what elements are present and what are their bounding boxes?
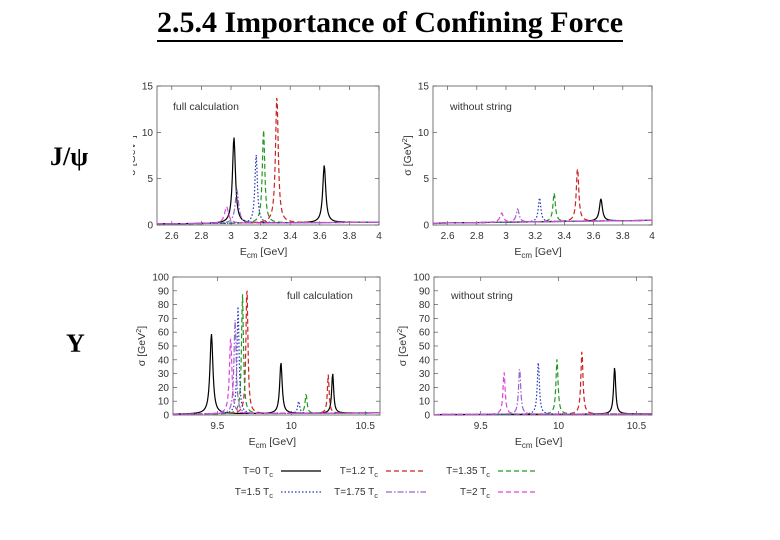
upsilon-nostring-series-3 bbox=[434, 362, 652, 416]
legend-label-1: T=1.2 Tc bbox=[340, 466, 379, 479]
upsilon-full-ytick-label: 100 bbox=[152, 273, 169, 284]
jpsi-nostring-xtick-label: 3 bbox=[503, 231, 509, 242]
jpsi-nostring-title: without string bbox=[449, 101, 512, 113]
jpsi-full-xlabel: Ecm [GeV] bbox=[240, 246, 288, 260]
upsilon-full-ylabel: σ [GeV2] bbox=[134, 326, 148, 367]
upsilon-full-xtick-label: 10 bbox=[286, 421, 298, 432]
upsilon-nostring-series-0 bbox=[433, 367, 652, 416]
upsilon-full-xtick-label: 9.5 bbox=[210, 421, 224, 432]
jpsi-full-xtick-label: 2.6 bbox=[165, 231, 179, 242]
upsilon-nostring-xtick-label: 9.5 bbox=[474, 421, 488, 432]
upsilon-nostring-series-5 bbox=[434, 372, 652, 416]
upsilon-full-series-2 bbox=[172, 294, 380, 415]
jpsi-nostring-series-3 bbox=[432, 197, 653, 224]
jpsi-full-ytick-label: 10 bbox=[142, 128, 154, 139]
upsilon-nostring-ytick-label: 70 bbox=[419, 314, 431, 325]
row-label-jpsi: J/ψ bbox=[50, 142, 89, 171]
upsilon-nostring-ytick-label: 30 bbox=[419, 369, 431, 380]
jpsi-full-frame bbox=[156, 85, 380, 226]
jpsi-nostring-xlabel: Ecm [GeV] bbox=[514, 246, 562, 260]
jpsi-nostring-ytick-label: 0 bbox=[423, 221, 429, 232]
jpsi-nostring-xtick-label: 2.8 bbox=[470, 231, 484, 242]
legend-label-2: T=1.35 Tc bbox=[446, 466, 490, 479]
upsilon-full-ytick-label: 50 bbox=[158, 342, 170, 353]
upsilon-full-ytick-label: 90 bbox=[158, 286, 170, 297]
jpsi-nostring-xtick-label: 4 bbox=[649, 231, 655, 242]
upsilon-full-ytick-label: 20 bbox=[158, 383, 170, 394]
jpsi-nostring-xtick-label: 3.2 bbox=[528, 231, 542, 242]
upsilon-nostring-xlabel: Ecm [GeV] bbox=[515, 436, 563, 450]
figure: 0 5 10 15 2.6 2.8 3 3.2 3.4 3.6 3.8 4 Ecm [GeV] σ [Ge… bbox=[133, 82, 655, 501]
jpsi-nostring-frame bbox=[432, 85, 653, 226]
jpsi-full-xtick-label: 3.4 bbox=[283, 231, 297, 242]
upsilon-nostring-ytick-label: 40 bbox=[419, 355, 431, 366]
jpsi-nostring-ytick-label: 5 bbox=[423, 174, 429, 185]
jpsi-nostring-xtick-label: 3.6 bbox=[587, 231, 601, 242]
jpsi-full-title: full calculation bbox=[173, 101, 239, 113]
legend-label-4: T=1.75 Tc bbox=[334, 487, 378, 500]
jpsi-nostring-xtick-label: 3.4 bbox=[557, 231, 571, 242]
jpsi-nostring-ytick-label: 10 bbox=[418, 128, 430, 139]
jpsi-nostring-series-5 bbox=[432, 212, 653, 224]
upsilon-nostring-ytick-label: 10 bbox=[419, 397, 431, 408]
jpsi-full-xtick-label: 3.2 bbox=[254, 231, 268, 242]
upsilon-full-ytick-label: 10 bbox=[158, 397, 170, 408]
upsilon-nostring-xtick-label: 10.5 bbox=[627, 421, 647, 432]
jpsi-full-xtick-label: 3 bbox=[228, 231, 234, 242]
upsilon-nostring-series-2 bbox=[434, 359, 652, 416]
jpsi-nostring-ytick-label: 15 bbox=[418, 82, 430, 93]
upsilon-full-xtick-label: 10.5 bbox=[355, 421, 375, 432]
jpsi-nostring-xtick-label: 2.6 bbox=[441, 231, 455, 242]
upsilon-nostring-series-1 bbox=[434, 351, 652, 416]
legend-label-5: T=2 Tc bbox=[460, 487, 490, 500]
jpsi-full-series-1 bbox=[157, 97, 379, 225]
jpsi-nostring-ylabel: σ [GeV2] bbox=[400, 135, 414, 176]
jpsi-full-series-2 bbox=[157, 130, 380, 225]
upsilon-nostring-series-4 bbox=[434, 369, 652, 416]
upsilon-nostring-ytick-label: 0 bbox=[424, 411, 430, 422]
jpsi-full-series-0 bbox=[156, 137, 379, 225]
upsilon-nostring-ytick-label: 20 bbox=[419, 383, 431, 394]
upsilon-nostring-ytick-label: 100 bbox=[413, 273, 430, 284]
upsilon-nostring-ytick-label: 90 bbox=[419, 286, 431, 297]
upsilon-nostring-xtick-label: 10 bbox=[553, 421, 565, 432]
jpsi-nostring-series-0 bbox=[433, 198, 653, 224]
upsilon-full-ytick-label: 40 bbox=[158, 355, 170, 366]
upsilon-full-ytick-label: 70 bbox=[158, 314, 170, 325]
legend-label-3: T=1.5 Tc bbox=[235, 487, 274, 500]
upsilon-full-series-5 bbox=[173, 338, 381, 415]
jpsi-full-xtick-label: 3.8 bbox=[342, 231, 356, 242]
jpsi-full-ylabel: σ [GeV2] bbox=[133, 135, 138, 176]
row-label-upsilon: Υ bbox=[66, 329, 85, 358]
upsilon-full-series-1 bbox=[172, 290, 381, 415]
jpsi-full-series-5 bbox=[156, 205, 379, 225]
upsilon-full-series-3 bbox=[172, 306, 380, 415]
upsilon-nostring-ylabel: σ [GeV2] bbox=[395, 326, 409, 367]
slide-title: 2.5.4 Importance of Confining Force bbox=[0, 6, 780, 42]
slide-title-text: 2.5.4 Importance of Confining Force bbox=[156, 6, 624, 42]
upsilon-full-ytick-label: 30 bbox=[158, 369, 170, 380]
jpsi-full-xtick-label: 4 bbox=[376, 231, 382, 242]
upsilon-full-series-4 bbox=[172, 319, 381, 415]
upsilon-nostring-ytick-label: 60 bbox=[419, 328, 431, 339]
jpsi-full-ytick-label: 0 bbox=[147, 221, 153, 232]
jpsi-full-ytick-label: 15 bbox=[142, 82, 154, 93]
jpsi-nostring-series-1 bbox=[432, 168, 652, 224]
jpsi-full-xtick-label: 2.8 bbox=[194, 231, 208, 242]
jpsi-full-series-4 bbox=[156, 189, 380, 225]
jpsi-nostring-series-2 bbox=[432, 192, 653, 224]
jpsi-full-ytick-label: 5 bbox=[147, 174, 153, 185]
upsilon-full-ytick-label: 0 bbox=[163, 411, 169, 422]
upsilon-nostring-ytick-label: 80 bbox=[419, 300, 431, 311]
upsilon-full-ytick-label: 60 bbox=[158, 328, 170, 339]
jpsi-nostring-xtick-label: 3.8 bbox=[616, 231, 630, 242]
upsilon-full-series-0 bbox=[172, 333, 381, 415]
legend-label-0: T=0 Tc bbox=[243, 466, 273, 479]
jpsi-full-xtick-label: 3.6 bbox=[313, 231, 327, 242]
upsilon-nostring-title: without string bbox=[450, 290, 513, 302]
upsilon-nostring-ytick-label: 50 bbox=[419, 342, 431, 353]
upsilon-full-ytick-label: 80 bbox=[158, 300, 170, 311]
upsilon-full-xlabel: Ecm [GeV] bbox=[249, 436, 297, 450]
upsilon-full-title: full calculation bbox=[287, 290, 353, 302]
